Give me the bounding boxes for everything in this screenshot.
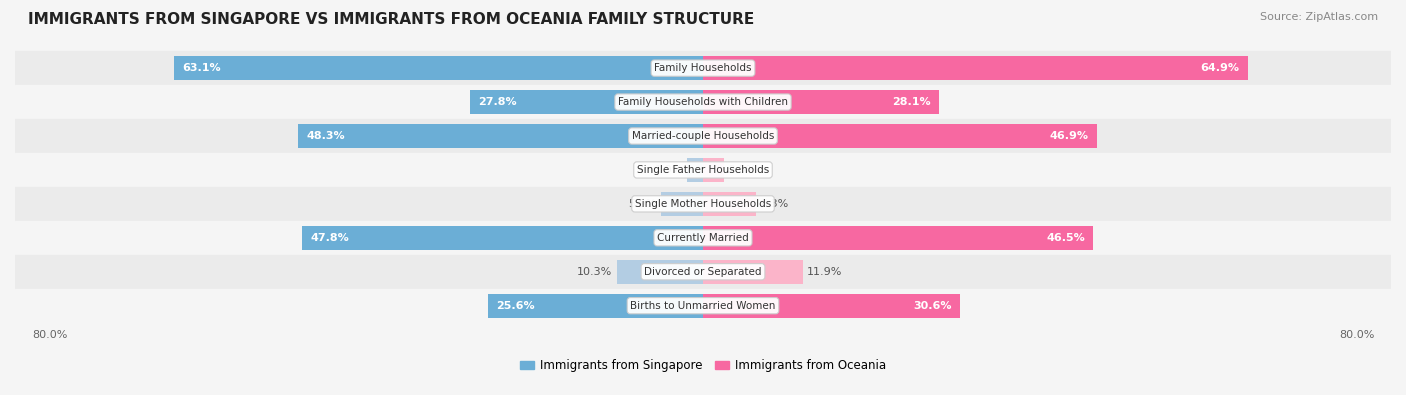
Bar [703, 226, 1092, 250]
Text: 28.1%: 28.1% [891, 97, 931, 107]
Legend: Immigrants from Singapore, Immigrants from Oceania: Immigrants from Singapore, Immigrants fr… [516, 355, 890, 377]
Text: 6.3%: 6.3% [761, 199, 789, 209]
Text: Married-couple Households: Married-couple Households [631, 131, 775, 141]
Bar [15, 85, 1391, 119]
Bar [15, 119, 1391, 153]
Text: Source: ZipAtlas.com: Source: ZipAtlas.com [1260, 12, 1378, 22]
Text: Single Mother Households: Single Mother Households [636, 199, 770, 209]
Bar [15, 51, 1391, 85]
Text: Family Households with Children: Family Households with Children [619, 97, 787, 107]
Text: 46.5%: 46.5% [1046, 233, 1085, 243]
Text: 1.9%: 1.9% [654, 165, 683, 175]
Bar [688, 158, 703, 182]
Text: Currently Married: Currently Married [657, 233, 749, 243]
Text: 63.1%: 63.1% [181, 63, 221, 73]
Text: 80.0%: 80.0% [1339, 330, 1374, 340]
Text: 27.8%: 27.8% [478, 97, 517, 107]
Text: IMMIGRANTS FROM SINGAPORE VS IMMIGRANTS FROM OCEANIA FAMILY STRUCTURE: IMMIGRANTS FROM SINGAPORE VS IMMIGRANTS … [28, 12, 755, 27]
Bar [15, 221, 1391, 255]
Bar [15, 255, 1391, 289]
Bar [470, 90, 703, 114]
Text: Births to Unmarried Women: Births to Unmarried Women [630, 301, 776, 311]
Text: Family Households: Family Households [654, 63, 752, 73]
Bar [703, 260, 803, 284]
Bar [703, 294, 960, 318]
Text: 64.9%: 64.9% [1201, 63, 1239, 73]
Bar [15, 187, 1391, 221]
Bar [703, 158, 724, 182]
Text: Single Father Households: Single Father Households [637, 165, 769, 175]
Bar [703, 90, 939, 114]
Bar [617, 260, 703, 284]
Text: 80.0%: 80.0% [32, 330, 67, 340]
Bar [302, 226, 703, 250]
Bar [298, 124, 703, 148]
Text: 10.3%: 10.3% [576, 267, 613, 277]
Bar [173, 56, 703, 80]
Bar [488, 294, 703, 318]
Text: 2.5%: 2.5% [728, 165, 756, 175]
Bar [15, 289, 1391, 323]
Bar [703, 192, 756, 216]
Text: 48.3%: 48.3% [307, 131, 344, 141]
Text: 25.6%: 25.6% [496, 301, 536, 311]
Bar [703, 124, 1097, 148]
Text: Divorced or Separated: Divorced or Separated [644, 267, 762, 277]
Bar [15, 153, 1391, 187]
Bar [661, 192, 703, 216]
Bar [703, 56, 1247, 80]
Text: 46.9%: 46.9% [1049, 131, 1088, 141]
Text: 47.8%: 47.8% [311, 233, 349, 243]
Text: 30.6%: 30.6% [912, 301, 952, 311]
Text: 11.9%: 11.9% [807, 267, 842, 277]
Text: 5.0%: 5.0% [628, 199, 657, 209]
